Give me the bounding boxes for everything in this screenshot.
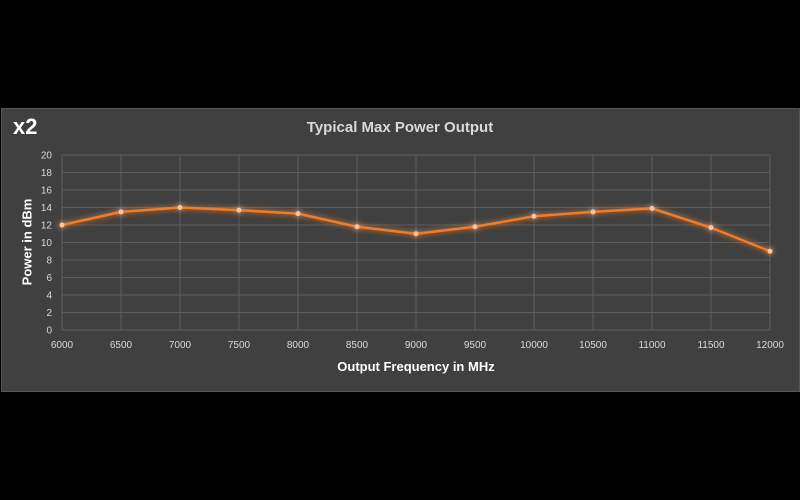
y-tick-label: 6 [46, 273, 52, 284]
data-point [177, 205, 183, 210]
x-tick-label: 11000 [638, 340, 666, 351]
data-point [767, 248, 773, 254]
data-point [295, 211, 301, 217]
x-tick-label: 9000 [405, 340, 428, 351]
y-tick-label: 14 [41, 203, 53, 214]
x-tick-label: 7000 [169, 340, 192, 351]
x-axis-label: Output Frequency in MHz [337, 359, 495, 374]
y-tick-label: 10 [41, 238, 53, 249]
multiplier-badge: x2 [13, 114, 38, 139]
chart-title: Typical Max Power Output [306, 119, 494, 136]
x-tick-label: 8500 [346, 340, 369, 351]
x-tick-label: 11500 [697, 340, 725, 351]
y-tick-label: 4 [46, 291, 52, 302]
y-tick-label: 16 [41, 186, 53, 197]
data-point [708, 225, 714, 231]
x-tick-label: 9500 [464, 340, 487, 351]
data-point [354, 224, 360, 230]
data-point [59, 222, 65, 228]
x-tick-label: 6500 [110, 340, 133, 351]
data-point [649, 205, 655, 211]
y-tick-label: 0 [46, 326, 52, 337]
x-tick-label: 10000 [520, 340, 548, 351]
data-point [118, 209, 124, 215]
y-tick-label: 20 [41, 151, 53, 162]
y-tick-label: 8 [46, 256, 52, 267]
x-tick-label: 8000 [287, 340, 310, 351]
y-tick-label: 18 [41, 168, 53, 179]
data-point [531, 213, 537, 219]
data-point [472, 224, 478, 230]
x-tick-label: 7500 [228, 340, 251, 351]
x-tick-label: 12000 [756, 340, 784, 351]
x-tick-label: 10500 [579, 340, 607, 351]
y-tick-label: 12 [41, 221, 53, 232]
data-point [413, 231, 419, 237]
x-tick-label: 6000 [51, 340, 74, 351]
data-point [590, 209, 596, 215]
data-point [236, 207, 242, 213]
y-tick-label: 2 [46, 308, 52, 319]
